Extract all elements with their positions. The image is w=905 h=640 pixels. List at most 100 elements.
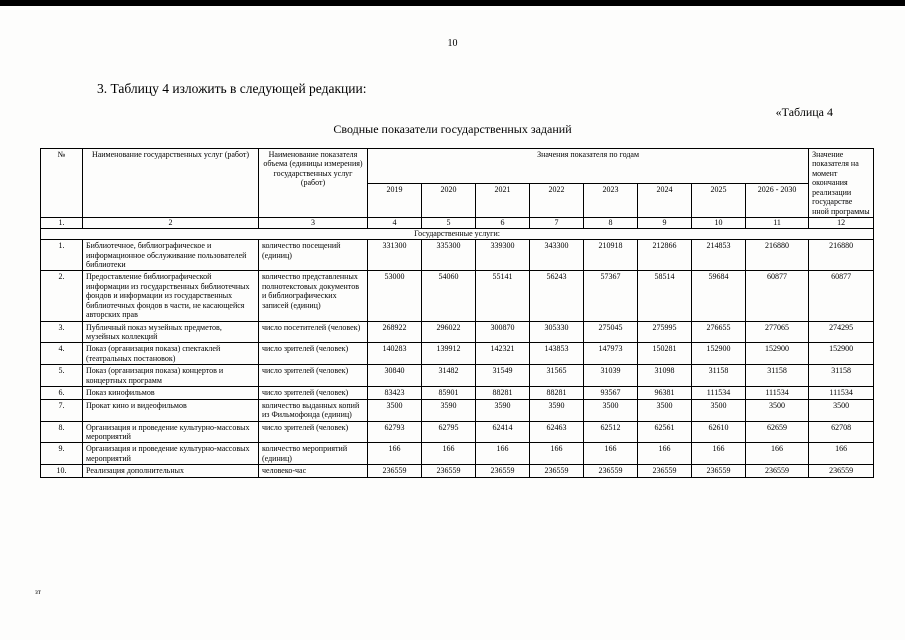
year-header: 2024	[637, 182, 692, 219]
row-num-cell: 8.	[40, 420, 83, 444]
value-cell: 111534	[744, 386, 810, 400]
value-cell: 31482	[421, 364, 476, 388]
column-number: 2	[82, 217, 259, 230]
service-cell: Библиотечное, библиографическое и информ…	[82, 239, 259, 272]
service-cell: Предоставление библиографической информа…	[82, 270, 259, 322]
column-number: 8	[583, 217, 638, 230]
service-cell: Организация и проведение культурно-массо…	[82, 442, 259, 466]
value-cell: 152900	[808, 342, 875, 366]
table-header-row: № Наименование государственных услуг (ра…	[40, 147, 875, 219]
value-cell: 339300	[475, 239, 530, 272]
year-header: 2023	[583, 182, 638, 219]
col-header-final: Значение показателя на момент окончания …	[808, 147, 875, 219]
value-cell: 60877	[744, 270, 810, 322]
value-cell: 166	[637, 442, 692, 466]
value-cell: 276655	[691, 320, 746, 344]
column-number: 12	[808, 217, 875, 230]
value-cell: 305330	[529, 320, 584, 344]
row-num-cell: 9.	[40, 442, 83, 466]
table-title: Сводные показатели государственных задан…	[333, 122, 572, 136]
year-header: 2020	[421, 182, 476, 219]
row-num-cell: 5.	[40, 364, 83, 388]
page-number: 10	[447, 38, 458, 49]
indicator-cell: количество представленных полнотекстовых…	[258, 270, 368, 322]
year-header: 2021	[475, 182, 530, 219]
value-cell: 111534	[808, 386, 875, 400]
table-row: 2. Предоставление библиографической инфор…	[40, 270, 875, 322]
value-cell: 147973	[583, 342, 638, 366]
value-cell: 96381	[637, 386, 692, 400]
value-cell: 236559	[583, 464, 638, 478]
indicator-cell: количество мероприятий (единиц)	[258, 442, 368, 466]
service-cell: Прокат кино и видеофильмов	[82, 398, 259, 422]
value-cell: 152900	[744, 342, 810, 366]
indicator-cell: количество посещений (единиц)	[258, 239, 368, 272]
service-cell: Показ (организация показа) концертов и к…	[82, 364, 259, 388]
indicator-cell: число посетителей (человек)	[258, 320, 368, 344]
indicator-cell: число зрителей (человек)	[258, 364, 368, 388]
value-cell: 3500	[583, 398, 638, 422]
year-header: 2019	[367, 182, 422, 219]
row-num-cell: 2.	[40, 270, 83, 322]
column-number: 6	[475, 217, 530, 230]
section-row: Государственные услуги:	[39, 228, 875, 241]
column-number: 5	[421, 217, 476, 230]
service-cell: Реализация дополнительных	[82, 464, 259, 478]
row-num-cell: 3.	[40, 320, 83, 344]
value-cell: 166	[691, 442, 746, 466]
indicator-cell: число зрителей (человек)	[258, 420, 368, 444]
value-cell: 166	[744, 442, 810, 466]
value-cell: 62561	[637, 420, 692, 444]
value-cell: 143853	[529, 342, 584, 366]
value-cell: 236559	[475, 464, 530, 478]
table-container: № Наименование государственных услуг (ра…	[39, 147, 875, 478]
value-cell: 139912	[421, 342, 476, 366]
value-cell: 343300	[529, 239, 584, 272]
value-cell: 166	[475, 442, 530, 466]
column-number: 4	[367, 217, 422, 230]
value-cell: 59684	[691, 270, 746, 322]
table-row: 9. Организация и проведение культурно-мас…	[40, 442, 875, 466]
value-cell: 111534	[691, 386, 746, 400]
value-cell: 236559	[367, 464, 422, 478]
value-cell: 236559	[808, 464, 875, 478]
col-header-years-group: Значения показателя по годам	[366, 148, 810, 184]
column-number: 1.	[40, 217, 83, 230]
value-cell: 277065	[744, 320, 810, 344]
value-cell: 3500	[808, 398, 875, 422]
value-cell: 216880	[744, 239, 810, 272]
service-cell: Показ кинофильмов	[82, 386, 259, 400]
footer-note: зт	[35, 588, 41, 596]
value-cell: 296022	[421, 320, 476, 344]
table-row: 3. Публичный показ музейных предметов, му…	[40, 320, 875, 344]
indicator-cell: количество выданных копий из Фильмофонда…	[258, 398, 368, 422]
row-num-cell: 7.	[40, 398, 83, 422]
row-num-cell: 1.	[40, 239, 83, 272]
value-cell: 236559	[691, 464, 746, 478]
value-cell: 88281	[475, 386, 530, 400]
year-header: 2026 - 2030	[744, 182, 810, 219]
column-numbers-row: 1. 2 3 4 5 6 7 8 9 10 11 12	[40, 217, 875, 230]
value-cell: 31039	[583, 364, 638, 388]
value-cell: 31549	[475, 364, 530, 388]
value-cell: 3500	[637, 398, 692, 422]
column-number: 10	[691, 217, 746, 230]
table-row: 6. Показ кинофильмов число зрителей (челов…	[40, 386, 875, 400]
value-cell: 57367	[583, 270, 638, 322]
year-header: 2025	[691, 182, 746, 219]
col-header-num: №	[40, 147, 83, 219]
row-num-cell: 10.	[40, 464, 83, 478]
value-cell: 88281	[529, 386, 584, 400]
value-cell: 62795	[421, 420, 476, 444]
value-cell: 236559	[637, 464, 692, 478]
value-cell: 3590	[475, 398, 530, 422]
value-cell: 140283	[367, 342, 422, 366]
col-header-indicator: Наименование показателя объема (единицы …	[258, 147, 368, 219]
value-cell: 62793	[367, 420, 422, 444]
value-cell: 31565	[529, 364, 584, 388]
value-cell: 268922	[367, 320, 422, 344]
service-cell: Организация и проведение культурно-массо…	[82, 420, 259, 444]
table-row: 8. Организация и проведение культурно-мас…	[40, 420, 875, 444]
value-cell: 3500	[744, 398, 810, 422]
column-number: 11	[744, 217, 810, 230]
